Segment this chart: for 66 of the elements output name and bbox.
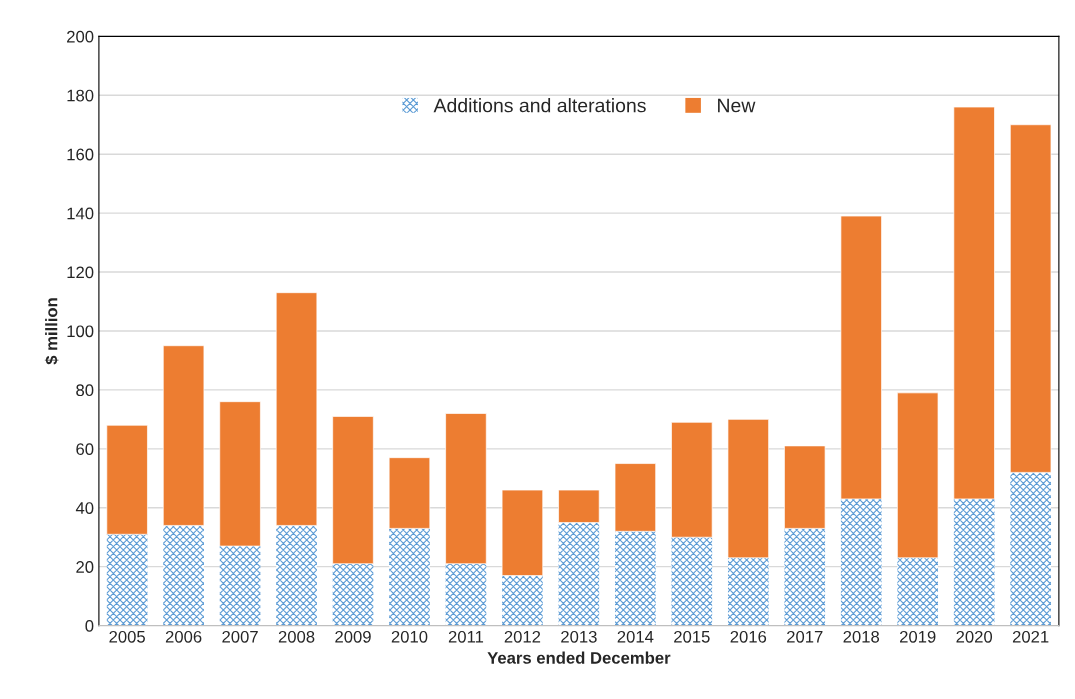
bar — [332, 563, 374, 626]
bar — [1009, 124, 1052, 473]
bar — [332, 416, 374, 565]
y-tick-label: 40 — [75, 502, 94, 514]
bar — [502, 575, 543, 626]
bar — [727, 557, 769, 626]
y-tick-label: 20 — [76, 561, 94, 573]
bar — [615, 531, 656, 626]
bar — [275, 292, 318, 526]
bar — [784, 445, 826, 529]
legend-label: Additions and alterations — [433, 98, 646, 113]
x-tick-label: 2011 — [448, 630, 484, 643]
x-tick-label: 2014 — [617, 630, 654, 643]
bar — [727, 419, 769, 559]
legend-label: New — [718, 98, 756, 113]
y-tick-label: 180 — [67, 89, 94, 102]
y-tick-label: 0 — [85, 620, 94, 632]
x-tick-label: 2010 — [391, 630, 428, 643]
bar — [389, 528, 430, 626]
bar — [840, 498, 882, 626]
bar — [219, 401, 261, 547]
y-tick-label: 60 — [76, 443, 94, 456]
bar — [558, 522, 600, 626]
bar — [614, 463, 657, 532]
x-tick-label: 2018 — [843, 630, 880, 643]
x-tick-label: 2020 — [956, 630, 993, 643]
bar — [840, 215, 882, 500]
bar — [106, 534, 148, 626]
y-tick-label: 160 — [67, 148, 94, 161]
bar — [897, 557, 939, 626]
x-tick-label: 2013 — [561, 630, 597, 643]
bar — [445, 413, 487, 565]
bar — [219, 546, 261, 626]
bar — [501, 489, 544, 576]
y-tick-label: 200 — [67, 30, 94, 43]
x-tick-label: 2016 — [730, 630, 767, 643]
bar — [1010, 472, 1051, 626]
bar — [953, 498, 995, 626]
bar — [162, 345, 205, 526]
y-tick-label: 100 — [67, 325, 94, 338]
bar — [558, 489, 600, 523]
x-tick-label: 2006 — [165, 630, 202, 643]
bar — [445, 563, 487, 626]
x-tick-label: 2021 — [1012, 630, 1049, 643]
bar — [106, 424, 148, 535]
bar — [276, 525, 317, 626]
bar — [388, 457, 431, 529]
x-axis-title: Years ended December — [487, 651, 671, 664]
bar — [897, 392, 939, 559]
bar — [671, 537, 713, 626]
y-tick-label: 140 — [67, 207, 94, 220]
y-tick-label: 120 — [67, 266, 94, 279]
y-tick-label: 80 — [76, 384, 94, 397]
bar — [671, 421, 713, 538]
x-tick-label: 2008 — [278, 630, 315, 643]
x-tick-label: 2012 — [504, 630, 541, 643]
x-tick-label: 2017 — [787, 630, 823, 643]
x-tick-label: 2015 — [674, 630, 710, 643]
y-axis-title: $ million — [44, 298, 59, 365]
x-tick-label: 2019 — [900, 630, 936, 643]
bar — [784, 528, 826, 626]
x-tick-label: 2007 — [222, 630, 258, 643]
bar — [163, 525, 204, 626]
x-tick-label: 2009 — [335, 630, 371, 643]
bar — [953, 106, 995, 500]
x-tick-label: 2005 — [109, 630, 145, 643]
